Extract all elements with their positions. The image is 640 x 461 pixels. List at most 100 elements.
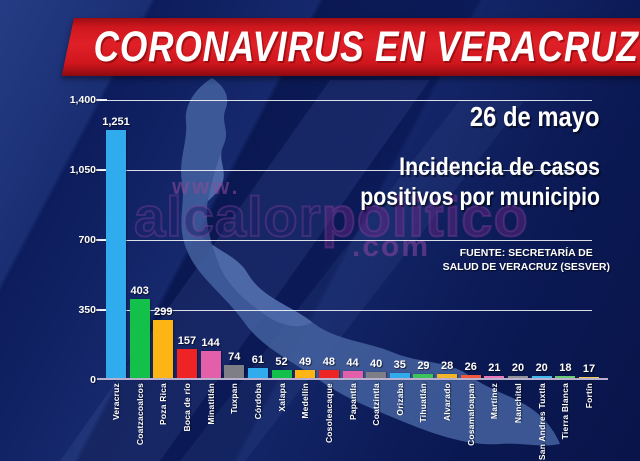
bar — [460, 375, 481, 380]
x-axis-label-text: Boca de río — [181, 383, 192, 432]
bar — [389, 373, 410, 380]
bar-value-label: 17 — [582, 363, 596, 375]
x-axis-label: Fortín — [576, 383, 602, 461]
x-axis-label: Nanchital — [505, 383, 531, 461]
x-axis-label: Alvarado — [434, 383, 460, 461]
bar — [224, 365, 245, 380]
y-gridline — [100, 310, 592, 311]
x-axis-label-text: Poza Rica — [158, 383, 169, 425]
x-axis-label-text: Coatzacoalcos — [134, 383, 145, 446]
bar-value-label: 61 — [251, 354, 265, 366]
x-axis-label: Tierra Blanca — [552, 383, 578, 461]
bar-value-label: 157 — [177, 335, 197, 347]
title-banner: CORONAVIRUS EN VERACRUZ — [61, 18, 640, 76]
bar — [129, 299, 150, 380]
x-axis-label: Martínez — [481, 383, 507, 461]
bar-value-label: 20 — [511, 362, 525, 374]
y-axis-tick — [96, 99, 107, 101]
x-axis-label: Orizaba — [387, 383, 413, 461]
x-axis-label-text: Xalapa — [276, 383, 287, 412]
bar-value-label: 28 — [440, 360, 454, 372]
x-axis-label-text: Córdoba — [252, 383, 263, 420]
x-axis-label: Coatzacoalcos — [127, 383, 153, 461]
bar-value-label: 48 — [322, 356, 335, 368]
bar-value-label: 52 — [275, 356, 288, 368]
bar-value-label: 74 — [228, 351, 241, 363]
x-axis-label: San Andres Tuxtla — [529, 383, 555, 461]
bar — [106, 130, 126, 380]
y-axis-tick — [96, 169, 107, 171]
x-axis-label: Poza Rica — [150, 383, 176, 461]
x-axis-label: Xalapa — [269, 383, 295, 461]
x-axis-label-text: Cosoleacaque — [323, 383, 334, 444]
x-axis-label-text: Medellín — [300, 383, 311, 419]
y-axis-tick-label: 1,050 — [69, 164, 96, 176]
x-axis-label: Tihuatlán — [410, 383, 436, 461]
bar-value-label: 35 — [393, 359, 406, 371]
bar — [437, 374, 458, 380]
bar-value-label: 26 — [464, 361, 477, 373]
x-axis-label-text: Minatitlán — [205, 383, 216, 425]
bar — [366, 372, 387, 380]
y-axis-tick — [96, 309, 107, 311]
x-axis-label-text: Martínez — [489, 383, 500, 420]
x-axis-label-text: Tuxpan — [229, 383, 240, 414]
x-axis-label-text: Tihuatlán — [418, 383, 429, 423]
bar — [176, 349, 197, 380]
y-axis-tick-label: 700 — [78, 234, 96, 246]
chart-subtitle-line1: Incidencia de casos — [399, 153, 600, 181]
x-axis-label: Boca de río — [174, 383, 200, 461]
chart-subtitle: Incidencia de casos positivos por munici… — [360, 152, 600, 212]
bar — [295, 370, 316, 380]
bar — [153, 320, 174, 380]
x-axis-label-text: Orizaba — [394, 383, 405, 416]
x-axis-label-text: San Andres Tuxtla — [536, 383, 547, 461]
date-label: 26 de mayo — [470, 101, 600, 132]
bar — [342, 371, 363, 380]
bar — [413, 374, 434, 380]
bar-value-label: 403 — [130, 285, 149, 297]
y-axis-tick — [96, 239, 107, 241]
bar-value-label: 20 — [535, 362, 548, 374]
x-axis-label-text: Nanchital — [513, 383, 524, 424]
x-axis-label-text: Papantla — [347, 383, 358, 421]
bar — [247, 368, 268, 380]
x-axis-label: Coatzintla — [363, 383, 389, 461]
bar-value-label: 1,251 — [102, 116, 130, 128]
x-axis-label: Minatitlán — [198, 383, 224, 461]
bar — [200, 351, 221, 380]
source-line1: FUENTE: SECRETARÍA DE — [459, 247, 593, 259]
y-axis-tick-label: 0 — [90, 374, 96, 386]
y-axis-tick-label: 1,400 — [69, 94, 96, 106]
x-axis-label-text: Cosamaloapan — [465, 383, 476, 446]
x-axis-label-text: Fortín — [584, 383, 594, 409]
x-axis-label: Córdoba — [245, 383, 271, 461]
bar-value-label: 29 — [417, 360, 430, 372]
x-axis-label-text: Coatzintla — [371, 383, 382, 426]
x-axis-label-text: Alvarado — [442, 383, 453, 421]
x-axis-label-text: Tierra Blanca — [560, 383, 571, 440]
x-axis-baseline — [97, 378, 608, 380]
x-axis-label: Cosoleacaque — [316, 383, 342, 461]
x-axis-label: Veracruz — [103, 383, 129, 461]
y-gridline — [100, 170, 592, 171]
bar-value-label: 49 — [299, 356, 312, 368]
bar-value-label: 144 — [201, 337, 220, 349]
bar-value-label: 299 — [154, 306, 173, 318]
chart-subtitle-line2: positivos por municipio — [360, 183, 600, 211]
x-axis-label-text: Veracruz — [111, 383, 121, 421]
x-axis-label: Cosamaloapan — [458, 383, 484, 461]
page-title: CORONAVIRUS EN VERACRUZ — [93, 22, 639, 71]
y-gridline — [100, 100, 592, 101]
bar-value-label: 21 — [488, 362, 501, 374]
y-axis-tick-label: 350 — [78, 304, 96, 316]
source-line2: SALUD DE VERACRUZ (SESVER) — [442, 261, 610, 273]
x-axis-label: Papantla — [340, 383, 366, 461]
bar-value-label: 44 — [346, 357, 359, 369]
y-gridline — [100, 240, 592, 241]
x-axis-label: Medellín — [292, 383, 318, 461]
bar — [318, 370, 339, 380]
bar — [271, 370, 292, 380]
bar-value-label: 18 — [559, 362, 572, 374]
